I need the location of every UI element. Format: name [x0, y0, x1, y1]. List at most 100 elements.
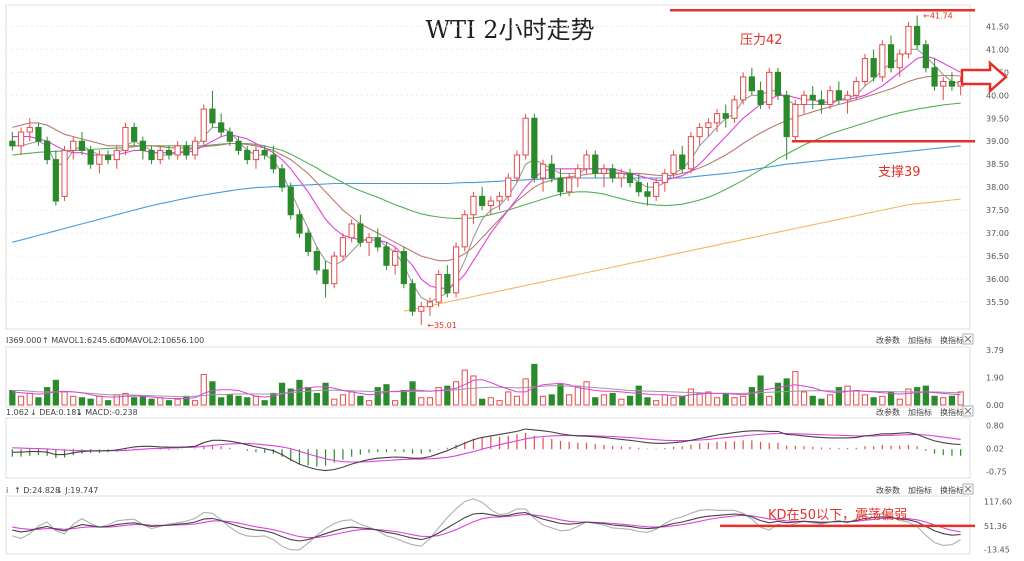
candle [635, 173, 642, 197]
volume-bar [313, 392, 320, 406]
volume-tick-label: 1.90 [986, 373, 1004, 382]
volume-bar [844, 385, 851, 406]
volume-bar [566, 394, 573, 406]
mavol1-line [12, 379, 961, 399]
candle-body [618, 172, 625, 179]
close-icon[interactable] [962, 483, 974, 495]
candle-body [827, 90, 834, 105]
volume-bar [713, 397, 721, 406]
close-icon[interactable] [962, 333, 974, 345]
candle [496, 191, 503, 211]
price-annotations: 压力42 支撑39 ←41.74 ←35.01 [427, 9, 1008, 330]
volume-bar [618, 398, 625, 406]
candle-body [235, 140, 242, 151]
toolbar-button[interactable]: 加指标 [908, 485, 932, 495]
kdj-tick-label: 51.36 [984, 522, 1007, 531]
macd-dif-line [12, 428, 961, 472]
candle [357, 214, 364, 247]
macd-lines [12, 428, 961, 472]
panel-toolbar: 改参数 加指标 换指标 [876, 333, 974, 345]
candle-body [374, 237, 381, 248]
volume-bar [853, 389, 860, 406]
toolbar-button[interactable]: 改参数 [876, 407, 900, 417]
candle [52, 150, 59, 206]
close-icon[interactable] [962, 405, 974, 417]
candle-body [435, 273, 442, 303]
volume-bar [879, 395, 886, 406]
volume-bar [835, 387, 842, 406]
candle-body [609, 168, 616, 179]
volume-bar [96, 395, 103, 406]
candle [461, 210, 468, 252]
candle [914, 15, 921, 50]
candle-body [218, 122, 225, 133]
candle [557, 168, 564, 197]
candle-body [261, 149, 268, 156]
candle [740, 72, 747, 105]
candle [365, 233, 373, 257]
candle [61, 145, 68, 201]
candle-body [522, 117, 529, 156]
volume-tick-label: 3.79 [986, 346, 1004, 355]
candle [17, 127, 25, 156]
candle-body [496, 195, 503, 202]
volume-bar [487, 397, 494, 406]
macd-histogram [11, 432, 962, 467]
volume-bar [444, 385, 451, 406]
toolbar-button[interactable]: 改参数 [876, 335, 900, 345]
volume-bar [305, 387, 312, 406]
price-tick-label: 37.00 [986, 229, 1009, 238]
candle [418, 302, 425, 325]
toolbar-button[interactable]: 换指标 [940, 407, 964, 417]
candle [78, 132, 86, 156]
candle [487, 196, 494, 215]
candle-body [452, 246, 460, 294]
candle [331, 251, 338, 289]
candle [948, 72, 956, 91]
volume-bar [653, 400, 660, 406]
candle-body [844, 94, 851, 101]
candle-body [113, 149, 120, 161]
ma-brown-line [12, 74, 961, 262]
candle-body [705, 122, 712, 128]
volume-bar [357, 395, 364, 406]
toolbar-button[interactable]: 加指标 [908, 335, 932, 345]
price-tick-label: 36.00 [986, 275, 1009, 284]
candle [148, 145, 155, 165]
candle [96, 150, 103, 174]
volume-bar [687, 388, 695, 406]
candle-body [252, 149, 260, 161]
toolbar-button[interactable]: 换指标 [940, 335, 964, 345]
candle [670, 150, 677, 178]
volume-bar [365, 400, 373, 406]
volume-bar [122, 392, 129, 406]
macd-legend-2: ↓ MACD:-0.238 [76, 408, 138, 417]
candle-body [696, 126, 703, 138]
candle-body [278, 168, 286, 188]
toolbar-button[interactable]: 加指标 [908, 407, 932, 417]
candle-body [870, 58, 877, 78]
toolbar-button[interactable]: 改参数 [876, 485, 900, 495]
macd-tick-label: -0.75 [986, 468, 1007, 477]
candle [705, 118, 712, 137]
candle-body [200, 108, 207, 142]
candle-body [626, 172, 634, 184]
candle [226, 127, 233, 146]
volume-bar [600, 394, 608, 406]
candle-body [479, 195, 486, 207]
candle [626, 168, 634, 188]
toolbar-button[interactable]: 换指标 [940, 485, 964, 495]
candle-body [583, 154, 590, 170]
volume-bar [322, 382, 329, 406]
candle [70, 136, 77, 160]
macd-dea-line [12, 432, 961, 463]
kdj-legend-1: ↑ D:24.828 [14, 486, 60, 495]
candle [139, 136, 146, 160]
candle-body [713, 113, 721, 124]
price-tick-label: 38.50 [986, 160, 1009, 169]
candle-body [139, 140, 146, 151]
ma-orange-line [403, 198, 961, 312]
candle-body [313, 250, 320, 271]
candle [505, 173, 512, 201]
